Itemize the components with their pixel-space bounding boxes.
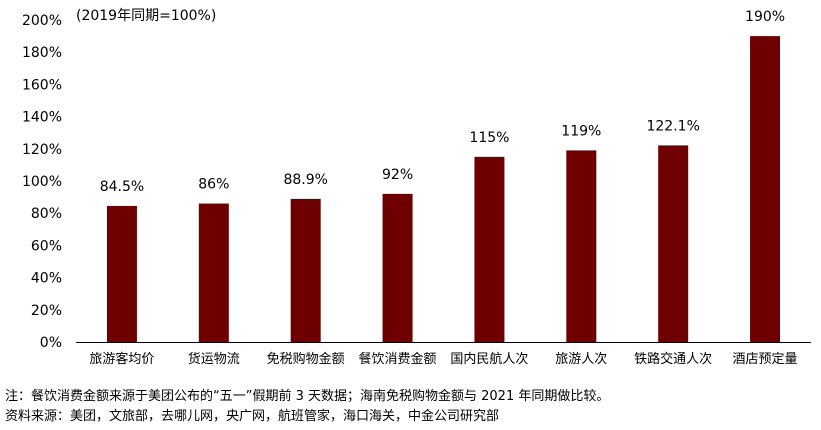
data-labels-group: 84.5% 86% 88.9% 92% 115% 119% 122.1% 190%	[100, 9, 785, 195]
y-tick-label: 160%	[22, 77, 62, 93]
y-tick-label: 140%	[22, 110, 62, 126]
x-tick-label: 免税购物金额	[267, 351, 345, 367]
bars-group	[106, 36, 781, 342]
y-tick-label: 200%	[22, 13, 62, 29]
unit-note: (2019年同期=100%)	[76, 8, 216, 24]
y-tick-label: 100%	[22, 174, 62, 190]
y-tick-label: 120%	[22, 142, 62, 158]
data-label: 88.9%	[283, 172, 327, 188]
x-axis-labels: 旅游客均价 货运物流 免税购物金额 餐饮消费金额 国内民航人次 旅游人次 铁路交通人次 酒店预…	[89, 351, 797, 367]
bar	[382, 193, 413, 342]
y-tick-label: 0%	[40, 335, 62, 351]
y-tick-label: 20%	[31, 303, 62, 319]
data-label: 86%	[198, 177, 229, 193]
x-tick-label: 国内民航人次	[450, 351, 528, 367]
bar	[198, 203, 229, 342]
y-axis-ticks: 0% 20% 40% 60% 80% 100% 120% 140% 160% 180% 200%	[22, 13, 62, 351]
data-label: 122.1%	[646, 118, 699, 134]
data-label: 190%	[745, 9, 785, 25]
bar	[566, 150, 597, 342]
bar	[750, 36, 781, 342]
y-tick-label: 80%	[31, 206, 62, 222]
x-tick-label: 餐饮消费金额	[359, 351, 437, 367]
data-label: 115%	[469, 130, 509, 146]
footnote: 注：餐饮消费金额来源于美团公布的“五一”假期前 3 天数据；海南免税购物金额与 …	[5, 389, 610, 404]
data-label: 84.5%	[100, 179, 144, 195]
x-tick-label: 货运物流	[188, 351, 240, 367]
data-label: 92%	[382, 167, 413, 183]
bar	[658, 145, 689, 342]
y-tick-label: 40%	[31, 271, 62, 287]
x-tick-label: 旅游人次	[555, 351, 607, 367]
y-tick-label: 60%	[31, 238, 62, 254]
x-tick-label: 酒店预定量	[733, 352, 798, 367]
data-label: 119%	[561, 123, 601, 139]
bar	[474, 156, 505, 342]
bar-chart: (2019年同期=100%) 0% 20% 40% 60% 80% 100% 120% 140…	[22, 8, 811, 367]
bar	[290, 198, 321, 342]
y-tick-label: 180%	[22, 45, 62, 61]
x-tick-label: 铁路交通人次	[634, 351, 712, 367]
x-tick-label: 旅游客均价	[89, 351, 154, 367]
bar	[106, 205, 137, 342]
source-note: 资料来源：美团，文旅部，去哪儿网，央广网，航班管家，海口海关，中金公司研究部	[5, 409, 500, 424]
